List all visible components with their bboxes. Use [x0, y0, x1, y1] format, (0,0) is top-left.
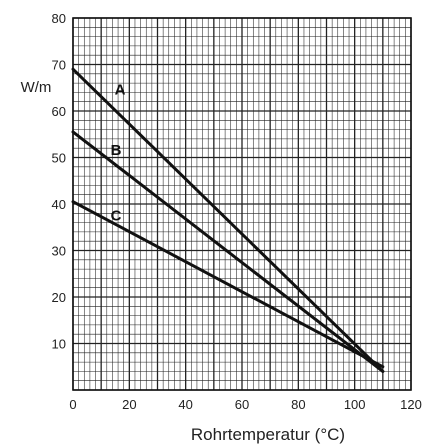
y-tick-label: 70	[52, 58, 66, 73]
y-tick-label: 80	[52, 11, 66, 26]
x-tick-label: 80	[291, 397, 305, 412]
series-line-b	[71, 130, 385, 373]
plot-frame	[72, 17, 412, 391]
series-label-a: A	[115, 82, 126, 99]
x-tick-label: 60	[235, 397, 249, 412]
y-tick-label: 30	[52, 244, 66, 259]
y-axis-ticks: 10 20 30 40 50 60 70 80	[52, 11, 66, 352]
series-lines	[71, 67, 385, 373]
x-axis-label: Rohrtemperatur (°C)	[191, 425, 345, 444]
series-line-a	[71, 67, 385, 373]
series-labels: A B C	[111, 82, 126, 225]
x-tick-label: 0	[69, 397, 76, 412]
series-line-c	[71, 200, 385, 369]
y-tick-label: 60	[52, 104, 66, 119]
series-label-c: C	[111, 207, 122, 224]
y-tick-label: 40	[52, 197, 66, 212]
y-axis-unit-label: W/m	[21, 79, 52, 96]
y-tick-label: 50	[52, 151, 66, 166]
x-tick-label: 20	[122, 397, 136, 412]
x-tick-label: 120	[400, 397, 422, 412]
x-tick-label: 100	[344, 397, 366, 412]
x-tick-label: 40	[178, 397, 192, 412]
series-label-b: B	[111, 142, 122, 159]
y-tick-label: 20	[52, 290, 66, 305]
x-axis-ticks: 0 20 40 60 80 100 120	[69, 397, 421, 412]
y-tick-label: 10	[52, 337, 66, 352]
